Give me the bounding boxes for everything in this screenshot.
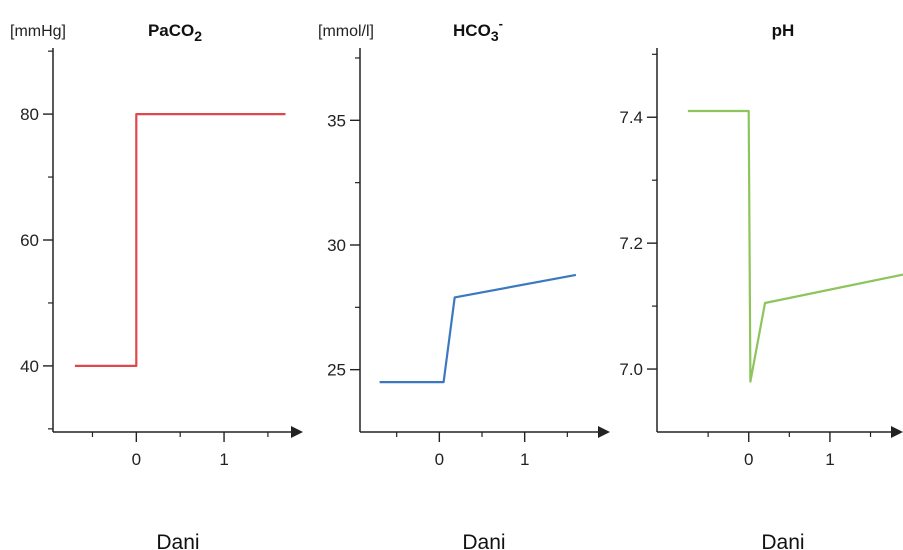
y-tick-label: 25 [327, 361, 346, 380]
chart-title: HCO3- [453, 16, 503, 44]
series-line-1 [74, 112, 286, 367]
y-tick-label: 35 [327, 111, 346, 130]
x-axis-label: Dani [156, 531, 199, 550]
y-tick-label: 40 [20, 357, 39, 376]
y-tick-label: 80 [20, 105, 39, 124]
chart-title: PaCO2 [148, 21, 202, 44]
y-tick-label: 30 [327, 236, 346, 255]
x-tick-label: 0 [435, 450, 444, 469]
x-axis-arrow [891, 426, 903, 438]
x-tick-label: 0 [744, 450, 753, 469]
x-axis-label: Dani [462, 531, 505, 550]
x-tick-label: 0 [132, 450, 141, 469]
x-tick-label: 1 [520, 450, 529, 469]
series-line-1 [379, 273, 577, 384]
y-unit-label: [mmol/l] [318, 23, 374, 40]
chart-panel-1: 40 60 80 0 1 [mmHg] PaCO2 Dani [10, 21, 303, 550]
x-axis-label: Dani [761, 531, 804, 550]
y-unit-label: [mmHg] [10, 23, 66, 40]
series-line-1 [687, 109, 903, 383]
x-axis-arrow [291, 426, 303, 438]
y-tick-label: 60 [20, 231, 39, 250]
y-tick-label: 7.2 [619, 234, 643, 253]
y-tick-label: 7.4 [619, 108, 643, 127]
x-tick-label: 1 [219, 450, 228, 469]
chart-panel-3: 7.0 7.2 7.4 0 1 pH Dani [619, 21, 903, 550]
x-axis-arrow [598, 426, 610, 438]
chart-title: pH [772, 21, 795, 40]
chart-panel-2: 25 30 35 0 1 [mmol/l] HCO3- Dani [318, 16, 610, 550]
x-tick-label: 1 [825, 450, 834, 469]
y-tick-label: 7.0 [619, 360, 643, 379]
